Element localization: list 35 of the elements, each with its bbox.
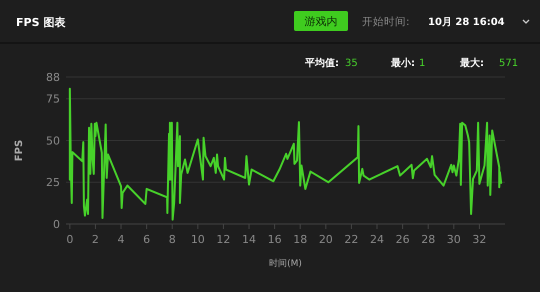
text: 开始时间: [362, 15, 410, 28]
y-tick-label: 88 [46, 71, 60, 84]
x-tick-label: 32 [472, 233, 486, 246]
text: 571 [499, 58, 518, 69]
x-tick-label: 22 [344, 233, 358, 246]
x-tick-label: 18 [293, 233, 308, 246]
line-series [68, 88, 502, 221]
x-tick-label: 0 [66, 233, 74, 246]
x-tick-label: 12 [216, 233, 230, 246]
text: 最大: [459, 57, 484, 69]
x-tick-label: 10 [190, 233, 205, 246]
text: 35 [345, 58, 358, 69]
y-tick-label: 25 [46, 176, 60, 190]
text: 最小: [390, 57, 415, 69]
x-tick-label: 4 [118, 233, 125, 246]
y-axis-title: FPS [14, 140, 25, 162]
x-tick-label: 20 [318, 233, 333, 246]
x-tick-label: 24 [370, 233, 384, 246]
y-tick-label: 50 [46, 134, 60, 148]
chart-title: FPS 图表 [16, 16, 66, 29]
text: 平均值: [304, 57, 339, 69]
x-tick-label: 8 [168, 233, 176, 246]
x-tick-label: 26 [396, 233, 410, 246]
x-tick-label: 28 [421, 233, 436, 246]
x-tick-label: 14 [242, 233, 256, 246]
x-tick-label: 16 [268, 233, 282, 246]
y-tick-label: 0 [53, 218, 60, 231]
y-tick-label: 75 [46, 92, 60, 106]
text: 游戏内 [304, 15, 338, 28]
x-tick-label: 2 [92, 233, 99, 246]
x-axis-title: 时间(M) [269, 258, 302, 269]
x-tick-label: 6 [143, 233, 150, 246]
x-tick-label: 30 [446, 233, 461, 246]
text: 1 [419, 58, 426, 69]
text: 10月 28 16:04 [428, 17, 505, 28]
